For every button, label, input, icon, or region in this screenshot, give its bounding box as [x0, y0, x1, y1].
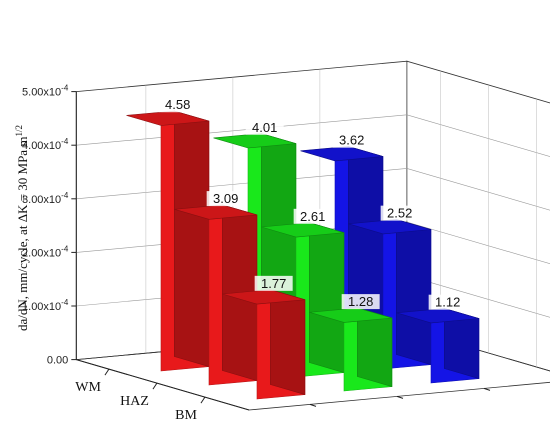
series-axis-tick — [309, 403, 317, 407]
category-label-haz: HAZ — [120, 394, 149, 409]
y-axis: 0.00 1.00x10-4 2.00x10-4 3.00x10-4 4.00x10-4… — [22, 84, 77, 367]
bar-s1-bm — [309, 307, 393, 392]
bar-s0-bm — [222, 289, 306, 400]
data-label-bg — [332, 132, 371, 148]
category-tick — [152, 382, 158, 390]
y-axis-label: da/dN, mm/cycle, at ΔK = 30 MPa m1/2 — [14, 125, 30, 331]
data-labels-group: 3.62 2.52 1.12 4.01 2.61 1.28 4.58 3.09 1.77 — [158, 97, 467, 310]
category-tick — [200, 396, 206, 404]
data-label: 1.77 — [261, 276, 286, 291]
bar-top-face — [222, 289, 305, 305]
bar-top-face — [348, 219, 431, 235]
bar-top-face — [309, 307, 392, 323]
data-label: 1.12 — [435, 295, 460, 310]
bar-top-face — [126, 110, 209, 126]
bar-s1-haz — [261, 222, 345, 378]
data-label: 1.28 — [348, 294, 373, 309]
data-label-bg — [428, 294, 467, 310]
bar-top-face — [174, 204, 257, 220]
data-label-bg — [206, 191, 245, 207]
data-label-bg — [158, 97, 197, 113]
y-tick-label: 4.00x10-4 — [22, 137, 69, 152]
bars-group — [126, 110, 480, 400]
series-axis-tick — [483, 387, 491, 391]
y-axis-label-main: da/dN, mm/cycle, at ΔK = 30 MPa m — [15, 137, 30, 331]
bar-top-face — [396, 308, 479, 324]
data-label: 3.62 — [339, 133, 364, 148]
category-label-wm: WM — [75, 380, 101, 395]
y-tick-label: 3.00x10-4 — [22, 191, 69, 206]
y-axis-label-superscript: 1/2 — [14, 125, 24, 137]
bar-side-face — [174, 110, 210, 368]
category-label-bm: BM — [175, 408, 197, 423]
category-axis-line — [76, 359, 250, 411]
y-tick-label: 1.00x10-4 — [22, 298, 69, 313]
y-tick-label: 5.00x10-4 — [22, 84, 69, 99]
bar-side-face — [269, 289, 306, 396]
bar-top-face — [261, 222, 344, 238]
data-label: 4.01 — [252, 120, 277, 135]
bar-top-face — [300, 146, 383, 162]
data-label-bg — [254, 275, 293, 291]
data-label-bg — [245, 119, 284, 135]
y-tick-label: 0.00 — [47, 355, 68, 367]
series-axis-tick — [396, 395, 404, 399]
category-axis: WM HAZ BM — [75, 359, 491, 423]
bar-top-face — [213, 133, 296, 149]
y-tick-label: 2.00x10-4 — [22, 244, 69, 259]
category-tick — [104, 368, 110, 376]
bar-side-face — [395, 218, 432, 366]
data-label-bg — [380, 205, 419, 221]
data-label: 4.58 — [165, 97, 190, 112]
bar-s2-haz — [348, 218, 432, 370]
data-label: 2.52 — [387, 206, 412, 221]
data-label-bg — [341, 294, 380, 310]
data-label: 3.09 — [213, 191, 238, 206]
bar-s0-wm — [126, 110, 210, 372]
data-label-bg — [293, 208, 332, 224]
bar-s2-bm — [396, 307, 480, 384]
bar-side-face — [308, 222, 345, 374]
data-label: 2.61 — [300, 209, 325, 224]
